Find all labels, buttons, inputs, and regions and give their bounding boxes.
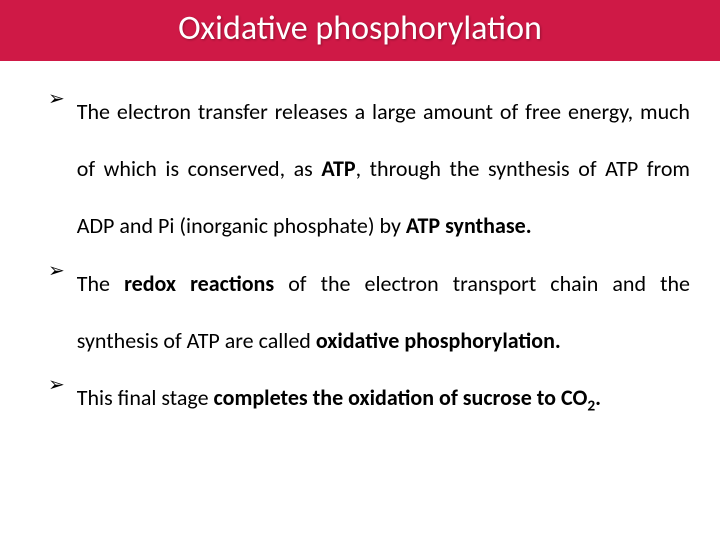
bullet-text: This final stage completes the oxidation… [77,369,690,426]
text-segment: completes the oxidation of sucrose to CO [214,384,588,411]
text-segment: ATP synthase. [406,212,532,239]
text-segment: oxidative phosphorylation. [316,327,561,354]
bullet-text: The electron transfer releases a large a… [77,83,690,255]
bullet-item: ➢ This final stage completes the oxidatio… [48,369,690,426]
bullet-item: ➢ The electron transfer releases a large … [48,83,690,255]
bullet-marker-icon: ➢ [48,372,65,398]
slide-title: Oxidative phosphorylation [178,8,542,49]
bullet-marker-icon: ➢ [48,86,65,112]
bullet-text: The redox reactions of the electron tran… [77,255,690,369]
text-segment: This final stage [77,384,214,411]
text-segment: The [77,270,124,297]
bullet-marker-icon: ➢ [48,258,65,284]
bullet-item: ➢ The redox reactions of the electron tra… [48,255,690,369]
text-segment: ATP [321,155,355,182]
text-segment: redox reactions [124,270,288,297]
slide-content: ➢ The electron transfer releases a large … [0,61,720,426]
title-bar: Oxidative phosphorylation [0,0,720,61]
slide: Oxidative phosphorylation ➢ The electron … [0,0,720,540]
text-segment: . [595,384,601,411]
text-segment: 2 [587,396,595,415]
